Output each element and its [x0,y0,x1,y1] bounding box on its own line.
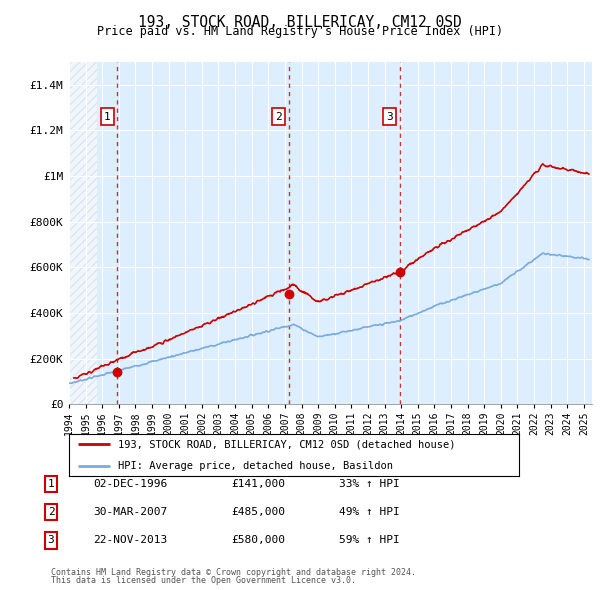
Text: 3: 3 [386,112,393,122]
Text: Contains HM Land Registry data © Crown copyright and database right 2024.: Contains HM Land Registry data © Crown c… [51,568,416,577]
Text: 02-DEC-1996: 02-DEC-1996 [93,479,167,489]
Text: 30-MAR-2007: 30-MAR-2007 [93,507,167,517]
Text: £485,000: £485,000 [231,507,285,517]
Text: 1: 1 [104,112,111,122]
Text: 33% ↑ HPI: 33% ↑ HPI [339,479,400,489]
Bar [69,62,97,404]
Text: 2: 2 [47,507,55,517]
Text: 2: 2 [275,112,281,122]
Text: 49% ↑ HPI: 49% ↑ HPI [339,507,400,517]
Point [113,367,122,376]
Text: £141,000: £141,000 [231,479,285,489]
Text: £580,000: £580,000 [231,536,285,545]
Text: 193, STOCK ROAD, BILLERICAY, CM12 0SD: 193, STOCK ROAD, BILLERICAY, CM12 0SD [138,15,462,30]
Point [284,289,294,298]
Text: This data is licensed under the Open Government Licence v3.0.: This data is licensed under the Open Gov… [51,576,356,585]
Text: 22-NOV-2013: 22-NOV-2013 [93,536,167,545]
Text: 193, STOCK ROAD, BILLERICAY, CM12 0SD (detached house): 193, STOCK ROAD, BILLERICAY, CM12 0SD (d… [119,440,456,449]
Text: 3: 3 [47,536,55,545]
Point [395,267,404,277]
Text: HPI: Average price, detached house, Basildon: HPI: Average price, detached house, Basi… [119,461,394,470]
Text: 59% ↑ HPI: 59% ↑ HPI [339,536,400,545]
Text: Price paid vs. HM Land Registry's House Price Index (HPI): Price paid vs. HM Land Registry's House … [97,25,503,38]
Text: 1: 1 [47,479,55,489]
